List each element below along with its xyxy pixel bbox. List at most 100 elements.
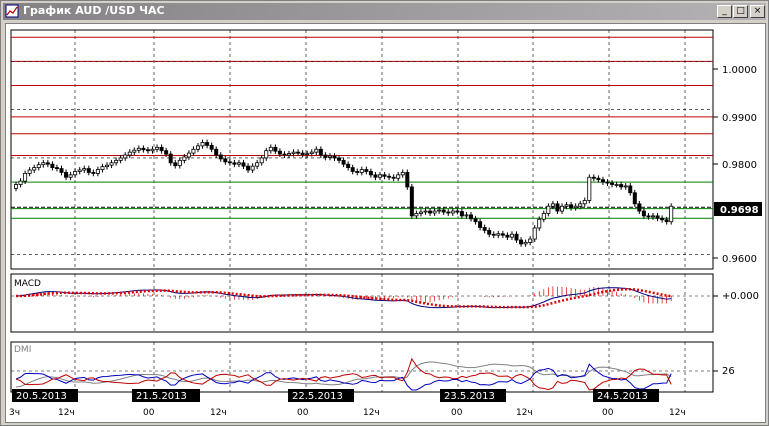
candle-body bbox=[82, 168, 87, 171]
candle-body bbox=[528, 238, 533, 243]
candle-body bbox=[209, 144, 214, 150]
price-axis: 1.0000 0.9900 0.9800 0.9600 0.9698 bbox=[713, 65, 762, 265]
candle-body bbox=[423, 210, 428, 213]
candle-body bbox=[587, 176, 592, 201]
candle-body bbox=[227, 161, 232, 164]
candle-body bbox=[441, 209, 446, 213]
candle-body bbox=[414, 213, 419, 217]
chart-canvas[interactable]: 1.0000 0.9900 0.9800 0.9600 0.9698 MACD … bbox=[6, 24, 765, 422]
candle-body bbox=[628, 185, 633, 194]
candle-body bbox=[123, 154, 128, 159]
candle-body bbox=[264, 150, 269, 159]
adx-line bbox=[15, 361, 672, 388]
candle-body bbox=[505, 234, 510, 238]
price-panel[interactable] bbox=[10, 29, 714, 270]
candle-body bbox=[91, 172, 96, 174]
candle-body bbox=[341, 159, 346, 165]
horizontal-levels bbox=[11, 36, 713, 255]
candle-body bbox=[514, 233, 519, 241]
candle-body bbox=[13, 184, 18, 189]
candle-body bbox=[655, 215, 660, 219]
candle-body bbox=[532, 227, 537, 240]
time-label: 00 bbox=[143, 408, 155, 418]
dmi-level-label: 26 bbox=[722, 366, 735, 377]
date-label: 20.5.2013 bbox=[16, 391, 67, 402]
macd-panel[interactable] bbox=[10, 273, 714, 333]
candle-body bbox=[487, 229, 492, 235]
candle-body bbox=[259, 157, 264, 164]
candle-body bbox=[36, 164, 41, 169]
candle-body bbox=[50, 163, 55, 169]
candle-body bbox=[437, 209, 442, 212]
candle-body bbox=[473, 218, 478, 223]
candle-body bbox=[150, 148, 155, 152]
candle-body bbox=[105, 164, 110, 168]
minimize-button[interactable]: _ bbox=[717, 5, 732, 18]
candle-body bbox=[560, 205, 565, 212]
candle-body bbox=[286, 153, 291, 156]
dmi-label: DMI bbox=[14, 345, 31, 355]
candle-body bbox=[455, 210, 460, 213]
candle-body bbox=[23, 172, 28, 182]
candle-body bbox=[537, 218, 542, 229]
time-axis: 3ч 12ч 00 12ч 00 12ч 00 12ч 00 12ч bbox=[9, 408, 686, 418]
candle-body bbox=[73, 171, 78, 176]
candle-body bbox=[641, 210, 646, 217]
candle-body bbox=[382, 174, 387, 177]
candle-body bbox=[660, 217, 665, 221]
candle-body bbox=[177, 159, 182, 167]
candle-body bbox=[569, 204, 574, 209]
candle-body bbox=[45, 162, 50, 165]
candle-body bbox=[132, 149, 137, 153]
candle-body bbox=[364, 169, 369, 172]
candle-body bbox=[359, 169, 364, 173]
candle-body bbox=[605, 181, 610, 184]
candle-body bbox=[446, 211, 451, 214]
candle-body bbox=[405, 172, 410, 188]
candle-body bbox=[610, 182, 615, 185]
candle-body bbox=[68, 174, 73, 178]
candle-body bbox=[95, 169, 100, 174]
candle-body bbox=[64, 172, 69, 178]
candle-body bbox=[491, 233, 496, 236]
candle-body bbox=[523, 242, 528, 245]
dmi-plus-line bbox=[15, 363, 672, 391]
candle-body bbox=[18, 180, 23, 185]
candle-body bbox=[100, 166, 105, 170]
candle-body bbox=[450, 210, 455, 214]
candle-body bbox=[191, 148, 196, 154]
candle-body bbox=[291, 151, 296, 155]
maximize-button[interactable]: □ bbox=[733, 5, 748, 18]
candle-body bbox=[555, 203, 560, 212]
time-label: 3ч bbox=[9, 408, 20, 418]
candle-body bbox=[623, 185, 628, 188]
candle-body bbox=[619, 184, 624, 188]
time-label: 00 bbox=[602, 408, 614, 418]
candle-body bbox=[596, 177, 601, 181]
candle-body bbox=[573, 205, 578, 209]
candle-body bbox=[168, 153, 173, 164]
candle-body bbox=[500, 233, 505, 236]
chart-area[interactable]: 1.0000 0.9900 0.9800 0.9600 0.9698 MACD … bbox=[5, 23, 766, 423]
title-bar[interactable]: График AUD /USD ЧАС _ □ × bbox=[3, 3, 766, 20]
candle-body bbox=[114, 159, 119, 164]
price-tick-label: 1.0000 bbox=[722, 65, 757, 76]
time-label: 12ч bbox=[363, 408, 380, 418]
close-button[interactable]: × bbox=[750, 5, 765, 18]
macd-series bbox=[11, 286, 713, 309]
candle-body bbox=[182, 156, 187, 161]
chart-app-icon bbox=[5, 4, 19, 18]
candle-body bbox=[54, 167, 59, 170]
candle-body bbox=[582, 200, 587, 205]
candle-body bbox=[464, 214, 469, 217]
candle-body bbox=[350, 167, 355, 172]
candle-body bbox=[327, 155, 332, 158]
candle-body bbox=[205, 142, 210, 146]
candle-body bbox=[651, 215, 656, 218]
candle-body bbox=[77, 169, 82, 172]
candle-body bbox=[241, 162, 246, 167]
candle-body bbox=[664, 219, 669, 223]
candle-body bbox=[519, 239, 524, 245]
candle-body bbox=[478, 221, 483, 228]
